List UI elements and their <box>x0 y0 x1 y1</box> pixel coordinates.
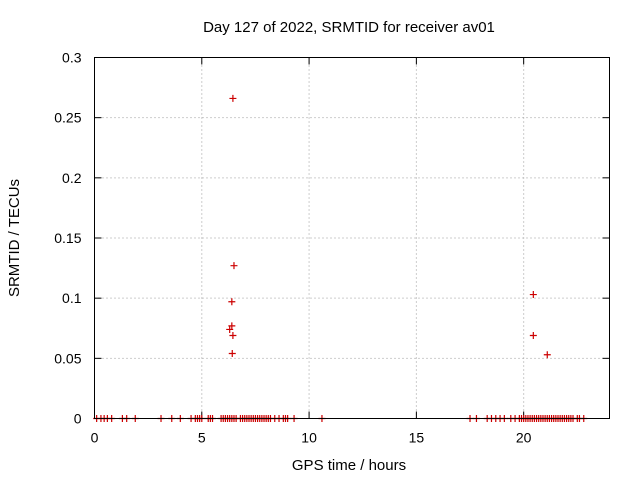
tick-labels: 0 5 10 15 20 0 0.05 0.1 0.15 0.2 0.25 0.3 <box>54 50 531 446</box>
data-point <box>529 331 537 339</box>
chart-title: Day 127 of 2022, SRMTID for receiver av0… <box>203 19 495 36</box>
y-tick-label: 0.2 <box>62 170 82 186</box>
data-point <box>228 350 236 358</box>
y-tick-label: 0.15 <box>54 230 81 246</box>
data-point <box>529 291 537 299</box>
x-axis-title: GPS time / hours <box>292 457 406 474</box>
plot-frame <box>94 57 610 419</box>
x-tick-label: 0 <box>91 430 99 446</box>
data-point <box>228 322 236 330</box>
y-axis-title: SRMTID / TECUs <box>6 179 23 297</box>
x-tick-label: 10 <box>301 430 317 446</box>
x-tick-label: 5 <box>198 430 206 446</box>
x-tick-label: 20 <box>516 430 532 446</box>
y-tick-label: 0.3 <box>62 50 82 66</box>
data-point <box>229 331 237 339</box>
data-point <box>543 351 551 359</box>
x-tick-label: 15 <box>409 430 425 446</box>
grid-lines <box>94 57 610 419</box>
y-tick-label: 0.25 <box>54 110 81 126</box>
y-tick-label: 0 <box>74 411 82 427</box>
data-points <box>93 94 588 422</box>
data-point <box>230 262 238 270</box>
axis-ticks <box>94 57 610 419</box>
data-point <box>228 298 236 306</box>
y-tick-label: 0.05 <box>54 350 81 366</box>
data-point <box>226 325 234 333</box>
y-tick-label: 0.1 <box>62 290 82 306</box>
data-point <box>229 94 237 102</box>
